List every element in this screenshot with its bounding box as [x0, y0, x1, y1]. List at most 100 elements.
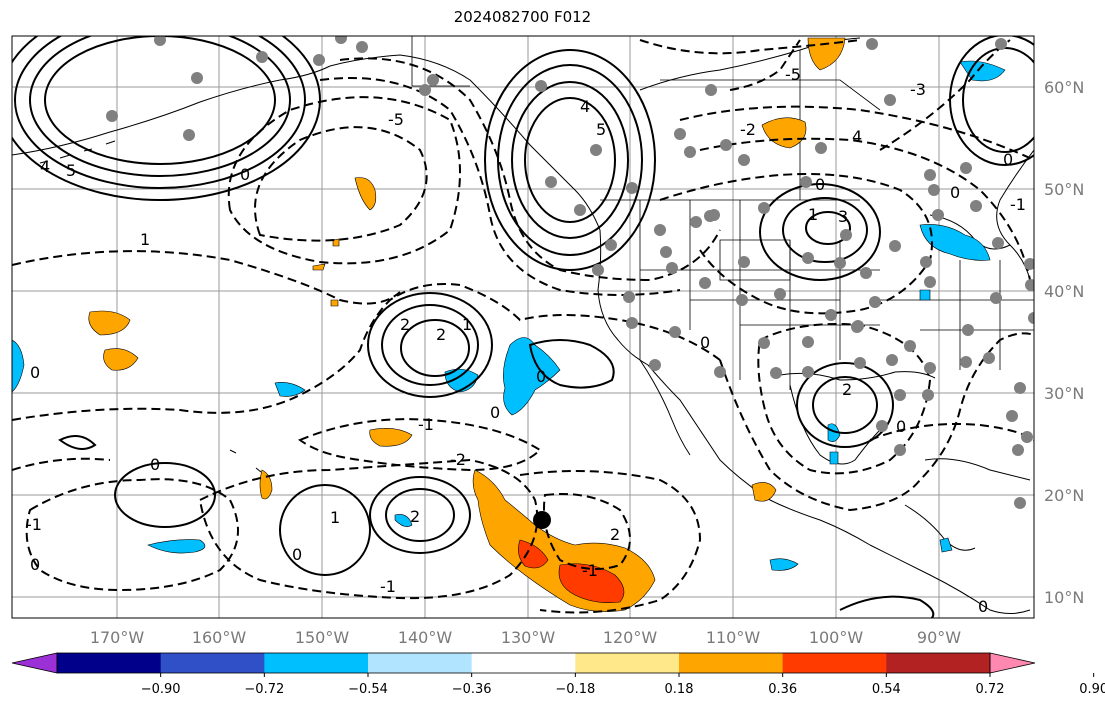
station-marker — [876, 420, 888, 432]
contour-label: 1 — [330, 508, 340, 527]
contour-label: -1 — [418, 415, 434, 434]
station-marker — [427, 74, 439, 86]
station-marker — [356, 41, 368, 53]
station-marker — [690, 216, 702, 228]
station-marker — [990, 292, 1002, 304]
contour-label: 2 — [400, 315, 410, 334]
latitude-tick-labels: 60°N 50°N 40°N 30°N 20°N 10°N — [1044, 78, 1084, 607]
station-marker — [924, 276, 936, 288]
station-marker — [535, 80, 547, 92]
lon-tick-label: 100°W — [809, 628, 864, 647]
contour-label: 1 — [462, 315, 472, 334]
colorbar-label: 0.72 — [976, 682, 1005, 697]
contour-label: 0 — [950, 183, 960, 202]
station-marker — [924, 169, 936, 181]
contour-label-group: 1 0 0 -1 -2 2 -1 1 0 2 2 1 0 0 2 -1 4 5 … — [26, 65, 1026, 616]
contour-label: 4 — [580, 97, 590, 116]
colorbar-label: 0.90 — [1079, 682, 1105, 697]
lon-tick-label: 170°W — [90, 628, 145, 647]
station-marker — [704, 210, 716, 222]
contour-label: -1 — [582, 561, 598, 580]
station-marker — [592, 264, 604, 276]
lat-tick-label: 20°N — [1044, 486, 1084, 505]
contour-label: -2 — [740, 120, 756, 139]
contour-label: 0 — [292, 545, 302, 564]
dashed-contours — [12, 39, 1034, 614]
station-marker — [183, 129, 195, 141]
lat-tick-label: 40°N — [1044, 282, 1084, 301]
station-marker — [774, 288, 786, 300]
station-marker — [738, 256, 750, 268]
station-marker — [154, 36, 166, 46]
lon-tick-label: 130°W — [501, 628, 556, 647]
contour-label: -3 — [910, 80, 926, 99]
station-marker — [714, 366, 726, 378]
station-marker — [649, 359, 661, 371]
contour-label: 0 — [700, 333, 710, 352]
lat-tick-label: 50°N — [1044, 180, 1084, 199]
lon-tick-label: 140°W — [398, 628, 453, 647]
station-marker — [335, 36, 347, 44]
station-marker — [758, 337, 770, 349]
station-marker — [834, 257, 846, 269]
station-marker — [851, 321, 863, 333]
colorbar-label: −0.90 — [141, 682, 181, 697]
contour-label: 0 — [240, 165, 250, 184]
station-marker — [545, 176, 557, 188]
station-marker — [770, 367, 782, 379]
station-marker — [1028, 312, 1034, 324]
contour-label: 0 — [1003, 150, 1013, 169]
map-frame — [11, 35, 1035, 619]
contour-label: 5 — [66, 161, 76, 180]
colorbar-swatch — [368, 653, 473, 673]
contour-label: 3 — [838, 207, 848, 226]
station-marker — [106, 110, 118, 122]
contour-label: 2 — [410, 507, 420, 526]
contour-label: 1 — [140, 230, 150, 249]
station-marker — [1014, 382, 1026, 394]
lat-tick-label: 10°N — [1044, 588, 1084, 607]
station-marker — [419, 84, 431, 96]
station-marker — [922, 389, 934, 401]
station-marker — [894, 444, 906, 456]
colorbar-swatch — [264, 653, 369, 673]
station-marker — [191, 72, 203, 84]
colorbar-swatch — [886, 653, 991, 673]
station-marker — [960, 162, 972, 174]
contour-label: 0 — [30, 555, 40, 574]
station-marker — [869, 296, 881, 308]
station-marker — [605, 239, 617, 251]
station-marker — [995, 38, 1007, 50]
contour-label: 0 — [536, 367, 546, 386]
colorbar-extend-left — [11, 652, 58, 674]
station-marker — [1025, 279, 1034, 291]
colorbar-label: −0.72 — [244, 682, 284, 697]
station-marker — [684, 146, 696, 158]
station-marker — [574, 204, 586, 216]
station-marker — [705, 84, 717, 96]
station-marker — [623, 291, 635, 303]
station-marker — [666, 262, 678, 274]
contour-label: 2 — [610, 525, 620, 544]
lon-tick-label: 150°W — [295, 628, 350, 647]
contour-label: -5 — [785, 65, 801, 84]
colorbar-label: 0.18 — [665, 682, 694, 697]
colorbar-extend-right — [989, 652, 1036, 674]
contour-label: 2 — [842, 380, 852, 399]
colorbar-label: 0.54 — [872, 682, 901, 697]
contour-label: 5 — [596, 120, 606, 139]
station-marker — [802, 336, 814, 348]
station-marker — [970, 200, 982, 212]
contour-label: 4 — [852, 127, 862, 146]
lon-tick-label: 160°W — [192, 628, 247, 647]
colorbar-label: −0.36 — [452, 682, 492, 697]
station-marker — [626, 317, 638, 329]
station-marker — [1021, 431, 1033, 443]
station-marker — [983, 352, 995, 364]
contour-label: -5 — [388, 110, 404, 129]
colorbar-swatch — [782, 653, 887, 673]
station-marker — [720, 139, 732, 151]
station-marker — [699, 277, 711, 289]
station-marker — [1012, 444, 1024, 456]
contour-label: 0 — [490, 403, 500, 422]
